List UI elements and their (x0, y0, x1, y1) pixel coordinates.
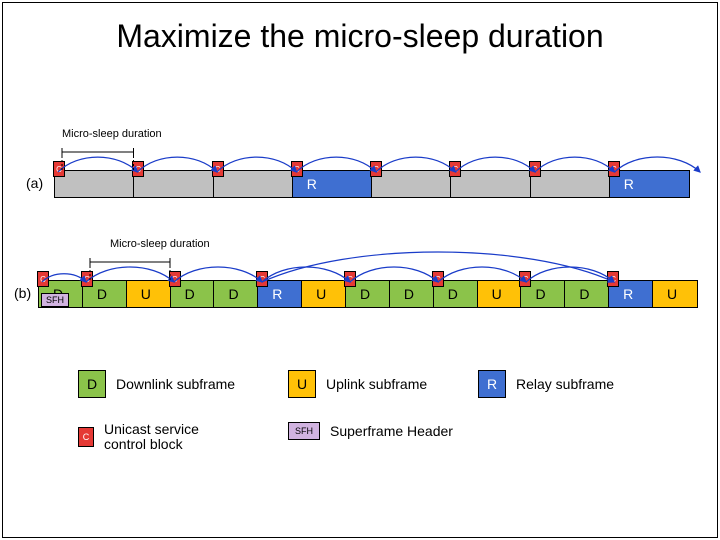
msd-label-a: Micro-sleep duration (62, 128, 162, 140)
subframe: U (127, 281, 171, 307)
legend-box: D (78, 370, 106, 398)
c-block: C (81, 271, 93, 287)
legend-box: U (288, 370, 316, 398)
c-block: C (370, 161, 382, 177)
c-block: C (344, 271, 356, 287)
legend-item: D Downlink subframe (78, 370, 235, 398)
subframe: U (653, 281, 697, 307)
c-block: C (607, 271, 619, 287)
subframe: RC (609, 281, 653, 307)
page-title: Maximize the micro-sleep duration (0, 18, 720, 55)
subframe: DC (171, 281, 215, 307)
c-block: C (529, 161, 541, 177)
legend-box: C (78, 427, 94, 447)
c-block: C (291, 161, 303, 177)
legend-box: R (478, 370, 506, 398)
subframe: U (478, 281, 522, 307)
subframe: RC (293, 171, 372, 197)
subframe: DC (434, 281, 478, 307)
subframe: C (214, 171, 293, 197)
c-block: C (256, 271, 268, 287)
legend-text: Superframe Header (330, 424, 453, 439)
row-a-track: CCCRCCCCRC (54, 170, 690, 198)
subframe: D (214, 281, 258, 307)
c-block: C (37, 271, 49, 287)
row-b-label: (b) (14, 285, 31, 301)
subframe: C (531, 171, 610, 197)
subframe: D (390, 281, 434, 307)
c-block: C (212, 161, 224, 177)
c-block: C (132, 161, 144, 177)
legend-item: SFH Superframe Header (288, 422, 453, 440)
row-a-label: (a) (26, 175, 43, 191)
row-b-track: DCSFHDCUDCDRCUDCDDCUDCDRCU (38, 280, 698, 308)
subframe: RC (610, 171, 689, 197)
subframe: DC (346, 281, 390, 307)
subframe: U (302, 281, 346, 307)
c-block: C (449, 161, 461, 177)
legend-text: Relay subframe (516, 377, 614, 392)
legend-text: Downlink subframe (116, 377, 235, 392)
c-block: C (519, 271, 531, 287)
subframe: C (55, 171, 134, 197)
legend-box: SFH (288, 422, 320, 440)
subframe: C (134, 171, 213, 197)
sfh-block: SFH (41, 293, 69, 307)
legend-item: U Uplink subframe (288, 370, 427, 398)
legend-text: Uplink subframe (326, 377, 427, 392)
c-block: C (608, 161, 620, 177)
subframe: DCSFH (39, 281, 83, 307)
slide-border (2, 2, 718, 538)
legend-item: R Relay subframe (478, 370, 614, 398)
subframe: DC (521, 281, 565, 307)
subframe: C (372, 171, 451, 197)
msd-label-b: Micro-sleep duration (110, 238, 210, 250)
subframe: C (451, 171, 530, 197)
c-block: C (169, 271, 181, 287)
subframe: D (565, 281, 609, 307)
c-block: C (53, 161, 65, 177)
legend-text: Unicast service control block (104, 422, 199, 452)
c-block: C (432, 271, 444, 287)
subframe: RC (258, 281, 302, 307)
legend-item: C Unicast service control block (78, 422, 199, 452)
subframe: DC (83, 281, 127, 307)
